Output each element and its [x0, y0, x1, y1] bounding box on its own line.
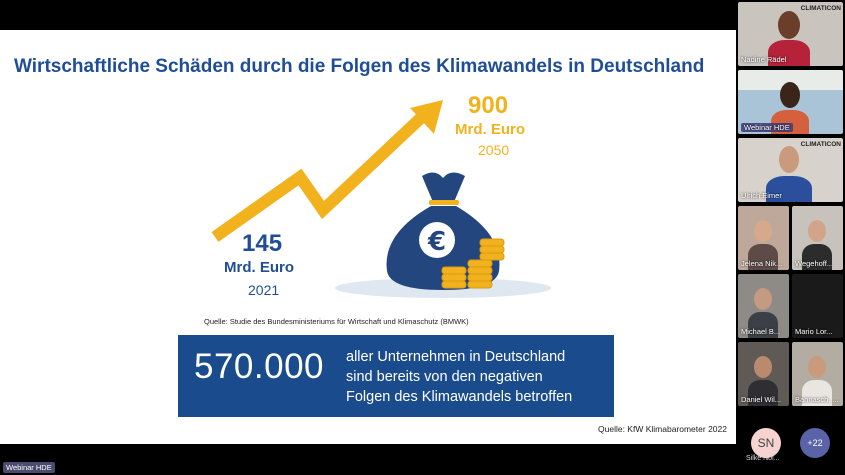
screen-share-label: Webinar HDE — [3, 462, 55, 473]
statistic-line: aller Unternehmen in Deutschland — [346, 349, 566, 365]
climaticon-logo: CLIMATICON — [800, 5, 841, 12]
svg-text:€: € — [427, 227, 446, 257]
participant-tile[interactable]: CLIMATICON Ulrich Eimer — [738, 138, 843, 202]
statistic-box: 570.000 aller Unternehmen in Deutschland… — [178, 335, 614, 417]
climaticon-logo: CLIMATICON — [800, 141, 841, 148]
participant-tile[interactable]: Daniel Wil... — [738, 342, 789, 406]
slide-title: Wirtschaftliche Schäden durch die Folgen… — [14, 56, 705, 77]
statistic-text: aller Unternehmen in Deutschland sind be… — [346, 347, 572, 407]
participant-name: Webinar HDE — [741, 123, 793, 132]
participant-tile[interactable]: Webinar HDE — [738, 70, 843, 134]
avatar[interactable]: SN — [751, 428, 781, 458]
statistic-line: sind bereits von den negativen — [346, 369, 543, 385]
rising-trend-arrow — [211, 100, 443, 242]
past-year: 2021 — [248, 282, 280, 298]
shared-screen-slide: Wirtschaftliche Schäden durch die Folgen… — [0, 30, 736, 444]
future-amount: 900 — [468, 92, 509, 119]
bottom-bar — [0, 444, 736, 475]
source-bmwk: Quelle: Studie des Bundesministeriums fü… — [204, 317, 469, 326]
more-participants-button[interactable]: +22 — [800, 428, 830, 458]
statistic-line: Folgen des Klimawandels betroffen — [346, 389, 573, 405]
future-year: 2050 — [478, 142, 510, 158]
participant-tile[interactable]: Mario Lor... — [792, 274, 843, 338]
participant-tile[interactable]: Michael B... — [738, 274, 789, 338]
participant-tile[interactable]: Wegehoff... — [792, 206, 843, 270]
money-bag-icon: € — [335, 172, 551, 298]
past-amount: 145 — [242, 230, 283, 257]
participant-name: Mario Lor... — [795, 327, 833, 336]
participant-name: Jelena Nik... — [741, 259, 783, 268]
participant-name: Nadine Rädel — [741, 55, 787, 64]
participant-name: Ulrich Eimer — [741, 191, 782, 200]
participant-tile[interactable]: Jelena Nik... — [738, 206, 789, 270]
participant-name: Wegehoff... — [795, 259, 834, 268]
participant-gallery: CLIMATICON Nadine Rädel Webinar HDE CLIM… — [736, 0, 845, 475]
avatar-name: Silke Nol... — [746, 455, 780, 462]
source-kfw: Quelle: KfW Klimabarometer 2022 — [598, 424, 727, 434]
participant-name: Daniel Wil... — [741, 395, 782, 404]
participant-name: Bannasch, ... — [795, 395, 839, 404]
participant-tile[interactable]: Bannasch, ... — [792, 342, 843, 406]
participant-tile[interactable]: CLIMATICON Nadine Rädel — [738, 2, 843, 66]
past-unit: Mrd. Euro — [224, 259, 294, 276]
statistic-number: 570.000 — [194, 347, 325, 386]
participant-name: Michael B... — [741, 327, 781, 336]
future-unit: Mrd. Euro — [455, 121, 525, 138]
